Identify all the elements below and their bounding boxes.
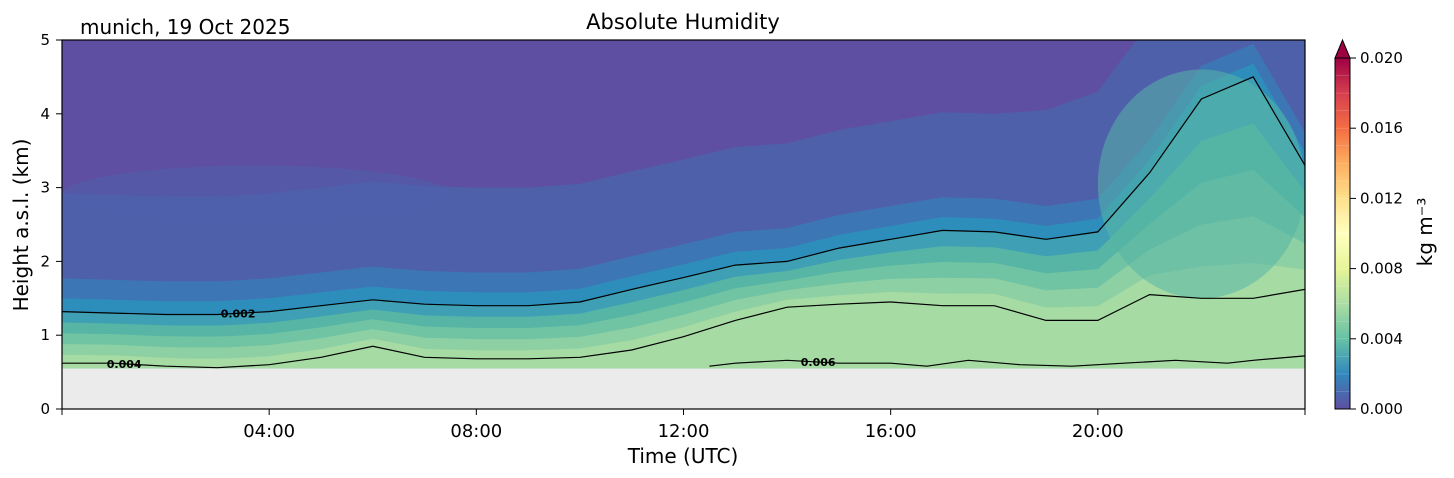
contour-line (709, 355, 1305, 367)
y-axis-ticks: 0 1 2 3 4 5 (40, 31, 62, 418)
y-axis-label: Height a.s.l. (km) (9, 139, 33, 312)
colorbar-tick-label: 0.000 (1360, 400, 1403, 418)
chart-subtitle: munich, 19 Oct 2025 (80, 15, 290, 39)
contour-lines: 0.002 0.004 0.006 (62, 76, 1305, 371)
x-tick-label: 16:00 (865, 421, 917, 442)
colorbar-tick-label: 0.004 (1360, 330, 1403, 348)
colorbar-bands (1335, 75, 1350, 392)
y-tick-label: 1 (40, 326, 50, 344)
x-tick-label: 12:00 (658, 421, 710, 442)
contour-label: 0.002 (221, 307, 256, 320)
colorbar-tick-label: 0.008 (1360, 260, 1403, 278)
x-tick-label: 04:00 (243, 421, 295, 442)
contour-line (62, 76, 1305, 316)
colorbar-tick-label: 0.020 (1360, 49, 1403, 67)
humidity-region (62, 165, 451, 225)
humidity-regions (62, 69, 1305, 299)
humidity-band (62, 262, 1305, 369)
y-tick-label: 5 (40, 31, 50, 49)
humidity-bands (62, 40, 1305, 369)
x-tick-label: 08:00 (450, 421, 502, 442)
contour-label: 0.006 (801, 356, 836, 369)
y-tick-label: 3 (40, 179, 50, 197)
contour-label: 0.004 (107, 358, 142, 371)
y-tick-label: 2 (40, 252, 50, 270)
colorbar-tick-label: 0.012 (1360, 189, 1403, 207)
colorbar: 0.000 0.004 0.008 0.012 0.016 0.020 kg m⁻³ (1334, 38, 1437, 418)
colorbar-frame (1334, 57, 1351, 410)
chart-title: Absolute Humidity (586, 10, 780, 34)
y-tick-label: 4 (40, 105, 50, 123)
colorbar-extend-arrow (1334, 38, 1351, 59)
contour-line (62, 288, 1305, 369)
humidity-region (1097, 69, 1305, 299)
y-tick-label: 0 (40, 400, 50, 418)
plot-area: 0.002 0.004 0.006 (62, 40, 1305, 409)
colorbar-scale (1335, 58, 1350, 409)
colorbar-ticks: 0.000 0.004 0.008 0.012 0.016 0.020 (1350, 49, 1403, 418)
x-axis-ticks: 04:00 08:00 12:00 16:00 20:00 (61, 409, 1306, 442)
x-axis-label: Time (UTC) (627, 444, 739, 468)
colorbar-tick-label: 0.016 (1360, 119, 1403, 137)
colorbar-label: kg m⁻³ (1413, 198, 1437, 267)
x-tick-label: 20:00 (1072, 421, 1124, 442)
